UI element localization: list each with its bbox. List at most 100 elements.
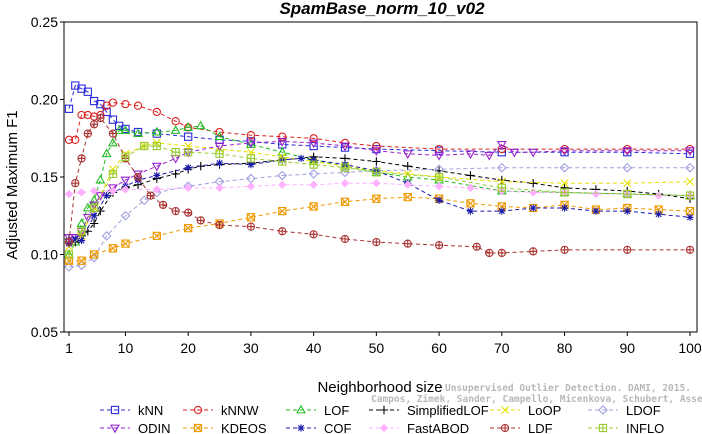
data-point-odin <box>434 151 445 161</box>
data-point-ldf <box>372 237 381 247</box>
data-point-fastabod <box>372 179 381 188</box>
data-point-ldf <box>623 245 632 254</box>
series-kdeos <box>64 193 695 265</box>
data-point-fastabod <box>403 180 412 189</box>
data-point-cof <box>90 212 98 220</box>
data-point-ldf <box>434 241 444 250</box>
x-tick-label: 80 <box>557 340 573 356</box>
data-point-odin <box>308 139 319 149</box>
data-point-lof <box>101 148 112 158</box>
watermark-line-1: Unsupervised Outlier Detection. DAMI, 20… <box>445 383 691 394</box>
data-point-fastabod <box>64 189 74 199</box>
legend-label-knn: kNN <box>138 403 163 418</box>
data-point-kdeos <box>184 224 193 233</box>
data-point-lof <box>82 202 93 212</box>
series-odin <box>64 137 695 243</box>
x-tick-label: 100 <box>678 340 702 356</box>
data-point-inflo <box>246 154 256 163</box>
y-tick-label: 0.05 <box>31 324 58 340</box>
legend-label-odin: ODIN <box>138 421 171 434</box>
data-point-inflo <box>215 149 224 158</box>
data-point-ldof <box>64 262 74 272</box>
data-point-ldf <box>64 237 74 247</box>
data-point-cof <box>215 159 224 167</box>
legend-label-simplifiedlof: SimplifiedLOF <box>407 403 489 418</box>
data-point-cof <box>560 204 569 212</box>
legend-item-loop: LoOP <box>490 403 561 418</box>
data-point-knnw <box>497 144 506 154</box>
data-point-fastabod <box>215 183 224 193</box>
data-point-odin <box>120 176 131 186</box>
series-line-odin <box>69 140 690 238</box>
data-point-fastabod <box>184 183 193 193</box>
legend: kNN kNNW LOF SimplifiedLOF LoOP LDOF ODIN KDEOS… <box>100 403 664 434</box>
data-point-loop <box>403 169 412 178</box>
data-point-fastabod <box>77 188 86 197</box>
data-point-odin <box>484 151 495 161</box>
legend-label-cof: COF <box>324 421 352 434</box>
data-point-fastabod <box>152 185 161 194</box>
data-point-knnw <box>215 127 224 137</box>
data-point-inflo <box>77 227 86 236</box>
data-point-kdeos <box>340 197 350 206</box>
data-point-lof <box>183 122 194 131</box>
data-point-kdeos <box>372 194 381 203</box>
data-point-odin <box>340 142 350 152</box>
data-point-knnw <box>152 107 161 117</box>
data-point-knnw <box>64 135 74 144</box>
data-point-inflo <box>497 183 506 192</box>
data-point-loop <box>560 179 569 188</box>
data-point-odin <box>151 162 162 172</box>
x-axis-label: Neighborhood size <box>317 379 442 396</box>
data-point-ldf <box>77 154 86 163</box>
data-point-cof <box>592 207 600 215</box>
x-tick-label: 50 <box>369 340 385 356</box>
data-point-simplifiedlof <box>171 169 180 179</box>
data-point-kdeos <box>246 213 256 222</box>
series-line-ldf <box>68 117 690 254</box>
legend-label-loop: LoOP <box>528 403 561 418</box>
data-point-kdeos <box>309 202 318 211</box>
series-ldf <box>64 113 695 258</box>
data-point-fastabod <box>246 182 256 191</box>
x-tick-label: 30 <box>243 340 259 356</box>
data-point-odin <box>402 150 413 160</box>
data-point-fastabod <box>466 183 475 193</box>
legend-item-kdeos: KDEOS <box>183 421 267 434</box>
data-point-fastabod <box>591 189 601 199</box>
y-tick-label: 0.25 <box>31 14 58 30</box>
data-point-odin <box>528 148 539 158</box>
data-point-knn <box>83 87 92 96</box>
legend-marker-loop <box>501 406 509 414</box>
legend-label-kdeos: KDEOS <box>221 421 267 434</box>
data-point-odin <box>496 141 507 150</box>
data-point-lof <box>151 126 162 136</box>
data-point-knn <box>184 132 193 141</box>
series-knnw <box>64 98 695 154</box>
series-simplifiedlof <box>64 152 695 247</box>
series-line-ldof <box>68 167 690 268</box>
data-point-inflo <box>434 172 444 182</box>
data-point-kdeos <box>466 199 475 208</box>
data-point-lof <box>95 174 106 184</box>
axes: 0.05 0.10 0.15 0.20 0.25 1 10 20 30 40 50 60 70 80 90 1… <box>31 14 702 356</box>
series-line-lof <box>68 125 691 255</box>
data-point-ldof <box>101 231 112 241</box>
data-point-cof <box>623 207 631 215</box>
data-point-ldf <box>83 129 92 138</box>
legend-marker-cof <box>297 424 305 432</box>
series-ldof <box>64 162 695 272</box>
legend-item-knnw: kNNW <box>183 403 259 418</box>
data-point-ldof <box>559 162 570 173</box>
y-axis-label: Adjusted Maximum F1 <box>4 110 21 259</box>
data-point-inflo <box>121 152 130 161</box>
legend-item-ldf: LDF <box>490 421 553 434</box>
legend-label-inflo: INFLO <box>626 421 664 434</box>
data-point-fastabod <box>121 185 130 194</box>
data-point-cof <box>184 164 192 172</box>
legend-label-knnw: kNNW <box>221 403 259 418</box>
data-point-inflo <box>108 169 118 179</box>
data-point-cof <box>153 171 161 180</box>
data-point-odin <box>277 137 288 147</box>
